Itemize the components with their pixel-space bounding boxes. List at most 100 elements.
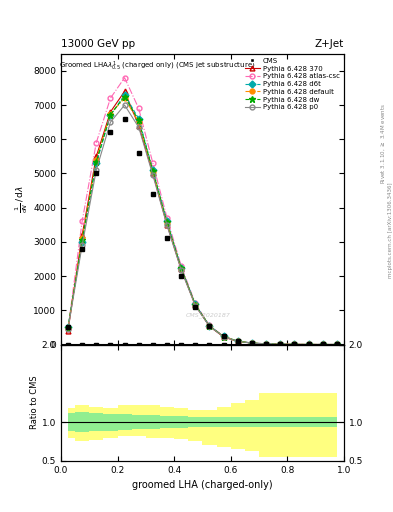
Pythia 6.428 dw <box>151 168 155 174</box>
Pythia 6.428 d6t <box>165 218 169 224</box>
Line: Pythia 6.428 default: Pythia 6.428 default <box>66 96 339 347</box>
Pythia 6.428 d6t <box>66 324 70 330</box>
Pythia 6.428 dw <box>136 117 141 123</box>
Text: Rivet 3.1.10, $\geq$ 3.4M events: Rivet 3.1.10, $\geq$ 3.4M events <box>379 103 387 184</box>
Pythia 6.428 p0 <box>264 341 268 347</box>
Pythia 6.428 370 <box>278 341 283 347</box>
Pythia 6.428 default <box>221 333 226 339</box>
Pythia 6.428 atlas-csc <box>122 75 127 81</box>
Pythia 6.428 atlas-csc <box>264 341 268 347</box>
Pythia 6.428 dw <box>235 338 240 344</box>
Pythia 6.428 default <box>278 341 283 347</box>
Pythia 6.428 default <box>292 342 297 348</box>
Pythia 6.428 d6t <box>264 341 268 347</box>
Pythia 6.428 p0 <box>136 124 141 131</box>
Pythia 6.428 370 <box>264 341 268 347</box>
Pythia 6.428 atlas-csc <box>207 322 212 328</box>
Pythia 6.428 default <box>80 236 84 242</box>
Pythia 6.428 370 <box>80 232 84 238</box>
Pythia 6.428 370 <box>292 342 297 348</box>
Pythia 6.428 d6t <box>278 341 283 347</box>
Pythia 6.428 dw <box>122 94 127 100</box>
Pythia 6.428 atlas-csc <box>235 338 240 344</box>
Pythia 6.428 d6t <box>80 239 84 245</box>
Pythia 6.428 d6t <box>179 265 184 271</box>
Pythia 6.428 atlas-csc <box>179 263 184 269</box>
Line: Pythia 6.428 dw: Pythia 6.428 dw <box>65 93 340 348</box>
Pythia 6.428 p0 <box>235 338 240 345</box>
Text: 13000 GeV pp: 13000 GeV pp <box>61 38 135 49</box>
Pythia 6.428 p0 <box>179 267 184 273</box>
Pythia 6.428 370 <box>306 342 311 348</box>
Pythia 6.428 dw <box>207 323 212 329</box>
Pythia 6.428 atlas-csc <box>306 342 311 348</box>
Pythia 6.428 d6t <box>108 112 113 118</box>
Text: CMS_2020187: CMS_2020187 <box>185 313 230 318</box>
Pythia 6.428 d6t <box>221 333 226 339</box>
Pythia 6.428 atlas-csc <box>320 342 325 348</box>
Pythia 6.428 atlas-csc <box>151 160 155 166</box>
Pythia 6.428 d6t <box>136 116 141 122</box>
Pythia 6.428 atlas-csc <box>80 218 84 224</box>
Pythia 6.428 p0 <box>151 172 155 178</box>
Pythia 6.428 d6t <box>235 338 240 344</box>
Pythia 6.428 atlas-csc <box>108 95 113 101</box>
Pythia 6.428 dw <box>264 341 268 347</box>
Pythia 6.428 atlas-csc <box>165 215 169 221</box>
Pythia 6.428 p0 <box>207 323 212 329</box>
Line: Pythia 6.428 atlas-csc: Pythia 6.428 atlas-csc <box>66 75 339 347</box>
Pythia 6.428 370 <box>193 302 198 308</box>
Pythia 6.428 default <box>108 111 113 117</box>
Pythia 6.428 p0 <box>165 222 169 228</box>
Pythia 6.428 atlas-csc <box>278 341 283 347</box>
Pythia 6.428 default <box>94 157 99 163</box>
Pythia 6.428 default <box>151 168 155 175</box>
Pythia 6.428 370 <box>334 342 339 348</box>
Pythia 6.428 default <box>306 342 311 348</box>
Pythia 6.428 dw <box>108 112 113 118</box>
Pythia 6.428 370 <box>250 340 254 346</box>
Pythia 6.428 dw <box>334 342 339 348</box>
Line: Pythia 6.428 p0: Pythia 6.428 p0 <box>66 102 339 347</box>
Pythia 6.428 370 <box>235 338 240 345</box>
Pythia 6.428 dw <box>179 265 184 271</box>
Pythia 6.428 atlas-csc <box>221 333 226 339</box>
Pythia 6.428 370 <box>221 334 226 340</box>
Pythia 6.428 dw <box>292 342 297 348</box>
X-axis label: groomed LHA (charged-only): groomed LHA (charged-only) <box>132 480 273 490</box>
Pythia 6.428 370 <box>320 342 325 348</box>
Pythia 6.428 370 <box>151 170 155 177</box>
Pythia 6.428 370 <box>136 122 141 129</box>
Pythia 6.428 p0 <box>80 242 84 248</box>
Pythia 6.428 p0 <box>66 326 70 332</box>
Pythia 6.428 default <box>165 220 169 226</box>
Pythia 6.428 p0 <box>320 342 325 348</box>
Pythia 6.428 370 <box>207 323 212 329</box>
Pythia 6.428 dw <box>80 237 84 243</box>
Pythia 6.428 default <box>122 95 127 101</box>
Pythia 6.428 370 <box>94 153 99 159</box>
Pythia 6.428 default <box>264 341 268 347</box>
Pythia 6.428 dw <box>278 341 283 347</box>
Pythia 6.428 p0 <box>94 167 99 173</box>
Pythia 6.428 atlas-csc <box>136 105 141 112</box>
Pythia 6.428 dw <box>193 302 198 308</box>
Pythia 6.428 d6t <box>122 92 127 98</box>
Pythia 6.428 dw <box>306 342 311 348</box>
Pythia 6.428 atlas-csc <box>94 140 99 146</box>
Text: Z+Jet: Z+Jet <box>315 38 344 49</box>
Pythia 6.428 p0 <box>122 102 127 108</box>
Pythia 6.428 default <box>66 325 70 331</box>
Pythia 6.428 default <box>193 302 198 308</box>
Pythia 6.428 default <box>334 342 339 348</box>
Pythia 6.428 p0 <box>193 303 198 309</box>
Pythia 6.428 p0 <box>306 342 311 348</box>
Pythia 6.428 atlas-csc <box>66 326 70 332</box>
Pythia 6.428 atlas-csc <box>250 340 254 346</box>
Text: mcplots.cern.ch [arXiv:1306.3436]: mcplots.cern.ch [arXiv:1306.3436] <box>388 183 393 278</box>
Line: Pythia 6.428 d6t: Pythia 6.428 d6t <box>66 92 339 347</box>
Pythia 6.428 p0 <box>221 334 226 340</box>
Pythia 6.428 370 <box>179 266 184 272</box>
Pythia 6.428 p0 <box>108 119 113 125</box>
Pythia 6.428 p0 <box>292 342 297 348</box>
